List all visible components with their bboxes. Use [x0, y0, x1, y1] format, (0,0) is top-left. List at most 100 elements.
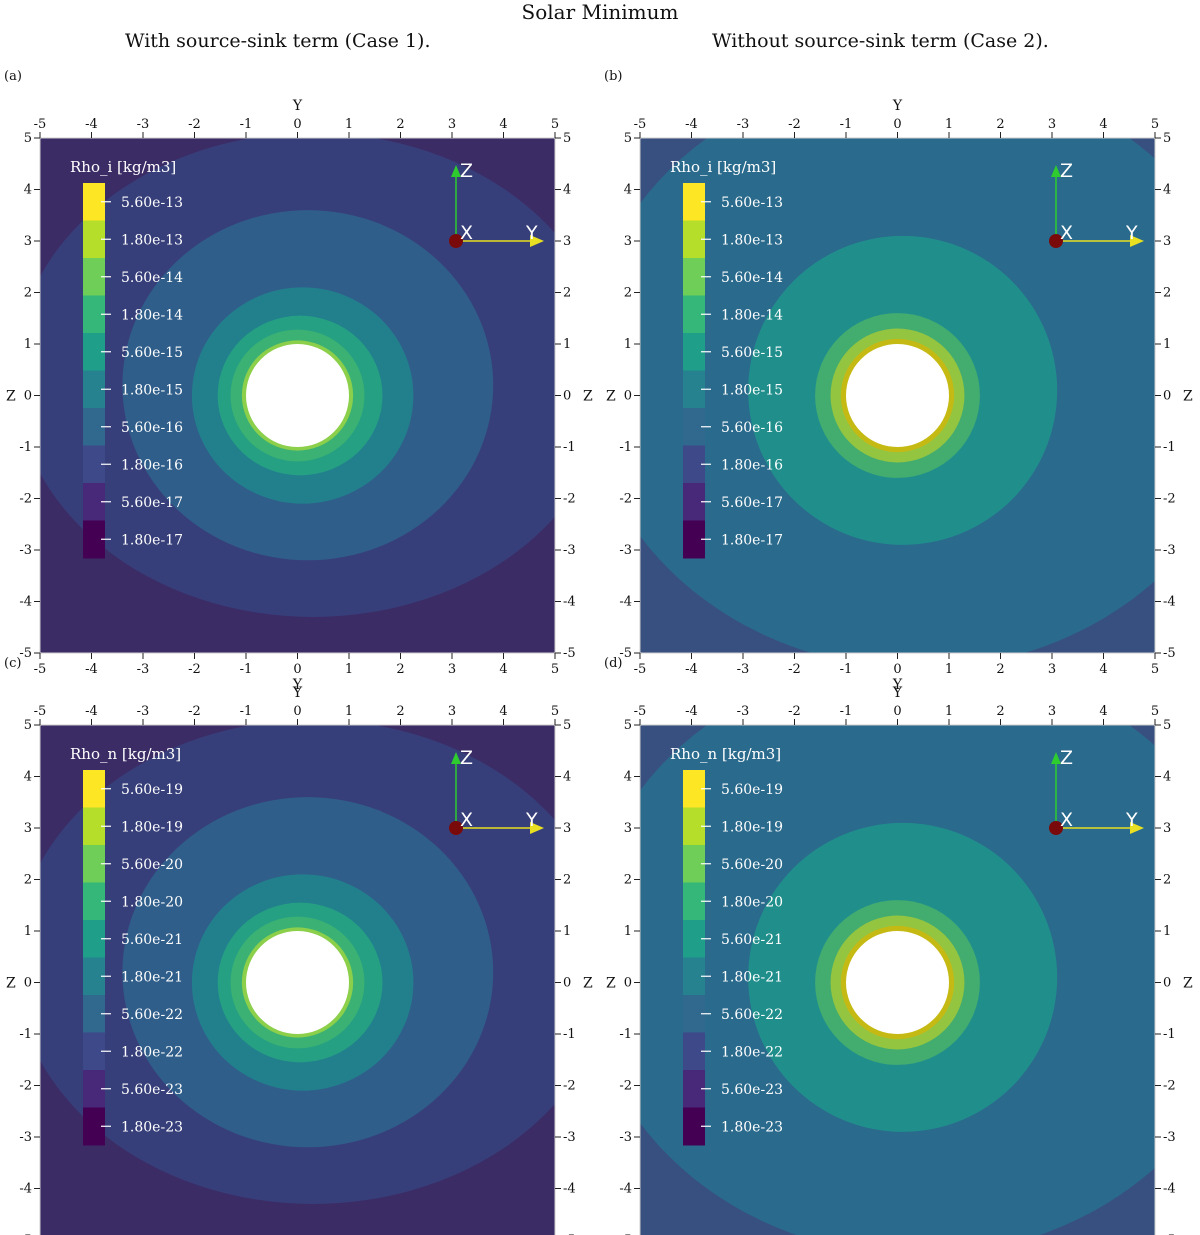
x-tick-label-bottom: 2 [396, 662, 404, 677]
colorbar-label: 1.80e-20 [721, 894, 783, 910]
y-axis-title-right: Z [1183, 976, 1193, 992]
x-tick-label-bottom: -5 [34, 662, 47, 677]
x-tick-label-bottom: -4 [85, 662, 98, 677]
panel-label: (c) [4, 656, 21, 671]
y-tick-label-right: 1 [563, 337, 571, 352]
y-tick-label-right: -4 [1163, 1182, 1176, 1197]
x-tick-label-top: 4 [499, 117, 507, 132]
colorbar-segment-2 [83, 845, 105, 883]
colorbar-label: 5.60e-21 [121, 932, 183, 948]
y-tick-label-left: -5 [619, 1233, 632, 1235]
colorbar-segment-8 [683, 1070, 705, 1108]
colorbar-label: 1.80e-23 [721, 1119, 783, 1135]
colorbar-label: 1.80e-22 [121, 1044, 183, 1060]
y-tick-label-left: -2 [619, 1079, 632, 1094]
x-tick-label-top: 0 [893, 117, 901, 132]
orientation-z-arrowhead [1051, 752, 1061, 764]
plot-area [40, 138, 555, 653]
x-tick-label-bottom: 4 [499, 662, 507, 677]
x-tick-label-top: -2 [788, 704, 801, 719]
orientation-x-label: X [460, 809, 473, 831]
body-hole [846, 344, 949, 447]
x-tick-label-top: 3 [1048, 704, 1056, 719]
y-tick-label-left: 1 [24, 337, 32, 352]
x-tick-label-top: 5 [1151, 117, 1159, 132]
colorbar-segment-8 [683, 483, 705, 521]
x-tick-label-top: -4 [685, 117, 698, 132]
x-tick-label-bottom: 5 [551, 662, 559, 677]
x-tick-label-top: -2 [188, 704, 201, 719]
x-tick-label-bottom: -2 [788, 662, 801, 677]
colorbar-segment-9 [683, 520, 705, 559]
colorbar-label: 5.60e-23 [721, 1082, 783, 1098]
x-tick-label-bottom: 1 [945, 662, 953, 677]
orientation-y-label: Y [525, 222, 538, 244]
y-tick-label-right: 3 [1163, 234, 1171, 249]
y-tick-label-left: -4 [619, 1182, 632, 1197]
x-tick-label-top: -5 [634, 117, 647, 132]
y-tick-label-left: 4 [624, 770, 632, 785]
panel-c-rho-n-case1: (c) -5 -5 -5 -5 -4 -4 -4 -4 -3 -3 -3 -3 -2 -2 -2 -2 -1 -1 -… [4, 656, 593, 1235]
y-tick-label-right: -3 [1163, 1130, 1176, 1145]
colorbar-segment-4 [683, 920, 705, 958]
colorbar-label: 1.80e-17 [121, 532, 183, 548]
y-tick-label-right: -5 [1163, 646, 1176, 661]
y-tick-label-left: 4 [624, 183, 632, 198]
y-tick-label-right: -1 [1163, 1027, 1176, 1042]
x-tick-label-top: 0 [293, 117, 301, 132]
colorbar-label: 5.60e-19 [721, 782, 783, 798]
colorbar-segment-1 [83, 220, 105, 259]
x-axis-title-bottom: Y [892, 677, 903, 693]
y-tick-label-left: -1 [619, 440, 632, 455]
x-tick-label-top: 5 [1151, 704, 1159, 719]
colorbar-label: 1.80e-22 [721, 1044, 783, 1060]
y-tick-label-left: -3 [619, 543, 632, 558]
body-hole [246, 931, 349, 1034]
orientation-y-arrowhead [1130, 235, 1144, 247]
y-tick-label-left: 1 [624, 924, 632, 939]
x-tick-label-top: 4 [1099, 704, 1107, 719]
colorbar-label: 1.80e-15 [721, 382, 783, 398]
orientation-y-arrowhead [1130, 822, 1144, 834]
colorbar-label: 5.60e-22 [721, 1007, 783, 1023]
x-tick-label-bottom: 0 [293, 662, 301, 677]
y-tick-label-right: -2 [1163, 1079, 1176, 1094]
x-tick-label-bottom: -4 [685, 662, 698, 677]
colorbar-segment-0 [83, 183, 105, 221]
colorbar-segment-3 [683, 882, 705, 921]
y-tick-label-left: -5 [19, 1233, 32, 1235]
orientation-z-arrowhead [451, 752, 461, 764]
y-tick-label-left: -4 [619, 595, 632, 610]
plot-area [640, 138, 1155, 653]
colorbar-segment-5 [683, 370, 705, 409]
x-tick-label-top: 1 [345, 117, 353, 132]
colorbar-segment-4 [83, 920, 105, 958]
x-tick-label-top: -1 [240, 704, 253, 719]
x-tick-label-top: 3 [1048, 117, 1056, 132]
y-tick-label-left: 5 [24, 718, 32, 733]
y-tick-label-left: -3 [19, 1130, 32, 1145]
x-tick-label-top: 4 [499, 704, 507, 719]
panel-a-rho-i-case1: (a)-5-5-5 -5-4-4-4 -4-3-3-3 -3-2-2-2 -2-1-1-… [4, 69, 593, 693]
plot-area [40, 725, 555, 1235]
colorbar-label: 1.80e-16 [121, 457, 183, 473]
colorbar-segment-4 [683, 333, 705, 371]
colorbar-segment-3 [83, 295, 105, 334]
x-tick-label-top: 3 [448, 704, 456, 719]
x-axis-title-top: Y [892, 685, 903, 701]
colorbar-title: Rho_i [kg/m3] [70, 158, 176, 176]
y-tick-label-right: 5 [1163, 131, 1171, 146]
colorbar-segment-0 [683, 770, 705, 808]
y-tick-label-left: 5 [624, 718, 632, 733]
y-tick-label-right: 4 [563, 770, 571, 785]
colorbar-label: 5.60e-20 [721, 857, 783, 873]
colorbar-label: 1.80e-13 [721, 232, 783, 248]
y-tick-label-right: 0 [1163, 976, 1171, 991]
colorbar-label: 1.80e-16 [721, 457, 783, 473]
y-tick-label-right: -2 [563, 1079, 576, 1094]
x-axis-title-top: Y [292, 98, 303, 114]
y-tick-label-right: 4 [1163, 183, 1171, 198]
y-tick-label-right: 3 [563, 821, 571, 836]
y-tick-label-left: 3 [624, 234, 632, 249]
plot-area [640, 725, 1155, 1235]
